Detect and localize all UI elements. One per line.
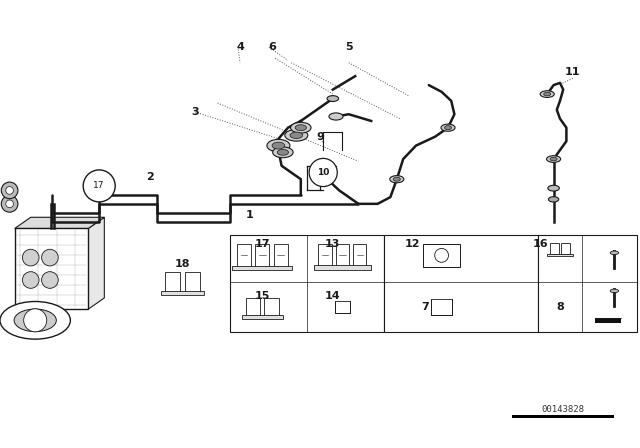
Bar <box>335 301 350 313</box>
Text: 17: 17 <box>93 181 105 190</box>
Bar <box>538 235 637 332</box>
Ellipse shape <box>291 122 311 133</box>
Polygon shape <box>15 217 104 228</box>
Ellipse shape <box>547 155 561 162</box>
Text: 18: 18 <box>175 259 190 269</box>
Ellipse shape <box>544 92 550 96</box>
Bar <box>353 245 366 266</box>
Ellipse shape <box>550 157 557 161</box>
Ellipse shape <box>610 289 619 293</box>
Ellipse shape <box>285 129 308 141</box>
Ellipse shape <box>295 125 307 131</box>
Circle shape <box>83 170 115 202</box>
Bar <box>384 235 538 332</box>
Bar <box>161 291 204 295</box>
Text: 15: 15 <box>255 291 270 301</box>
Bar <box>595 318 621 323</box>
Text: 3: 3 <box>191 107 199 117</box>
Bar <box>246 297 260 316</box>
Ellipse shape <box>548 197 559 202</box>
Text: 13: 13 <box>325 239 340 249</box>
Text: 4: 4 <box>236 42 244 52</box>
Circle shape <box>309 159 337 186</box>
Ellipse shape <box>327 96 339 102</box>
Bar <box>274 244 288 267</box>
Circle shape <box>435 249 449 262</box>
Text: 16: 16 <box>533 239 548 249</box>
Bar <box>230 235 384 332</box>
Text: 7: 7 <box>422 302 429 312</box>
Circle shape <box>22 249 39 266</box>
Text: 2: 2 <box>147 172 154 182</box>
Ellipse shape <box>267 139 290 152</box>
Text: 12: 12 <box>405 239 420 249</box>
Bar <box>237 244 251 267</box>
Circle shape <box>1 182 18 199</box>
Text: 5: 5 <box>345 42 353 52</box>
Ellipse shape <box>548 185 559 191</box>
Polygon shape <box>88 217 104 309</box>
Text: 10: 10 <box>317 168 330 177</box>
Bar <box>423 244 460 267</box>
Bar <box>319 245 332 266</box>
Ellipse shape <box>329 113 343 120</box>
Circle shape <box>24 309 47 332</box>
Bar <box>15 228 88 309</box>
Ellipse shape <box>0 302 70 339</box>
Ellipse shape <box>290 132 303 138</box>
Bar <box>184 272 200 292</box>
Ellipse shape <box>390 176 404 183</box>
Bar <box>264 297 279 316</box>
Circle shape <box>22 271 39 289</box>
Bar <box>314 265 371 270</box>
Bar <box>561 243 570 254</box>
Text: 00143828: 00143828 <box>541 405 585 414</box>
Circle shape <box>6 200 13 208</box>
Text: 17: 17 <box>255 239 270 249</box>
Bar <box>431 299 452 315</box>
Text: 11: 11 <box>565 67 580 77</box>
Bar <box>242 315 283 319</box>
Text: 14: 14 <box>325 291 340 301</box>
Text: 6: 6 <box>268 42 276 52</box>
Bar <box>550 243 559 254</box>
Ellipse shape <box>272 142 285 149</box>
Ellipse shape <box>393 177 401 181</box>
Bar <box>336 245 349 266</box>
Circle shape <box>42 249 58 266</box>
Text: 1: 1 <box>246 210 253 220</box>
Bar <box>165 272 180 292</box>
Bar <box>547 254 573 256</box>
Text: 8: 8 <box>556 302 564 312</box>
Ellipse shape <box>277 149 289 155</box>
Ellipse shape <box>273 147 293 158</box>
Circle shape <box>42 271 58 289</box>
Bar <box>255 244 269 267</box>
Ellipse shape <box>610 251 619 254</box>
Ellipse shape <box>445 125 452 130</box>
Circle shape <box>1 195 18 212</box>
Bar <box>232 266 292 270</box>
Ellipse shape <box>14 309 56 332</box>
Ellipse shape <box>441 124 455 131</box>
Text: 9: 9 <box>316 132 324 142</box>
Ellipse shape <box>540 90 554 98</box>
Circle shape <box>6 186 13 194</box>
Bar <box>512 415 614 418</box>
